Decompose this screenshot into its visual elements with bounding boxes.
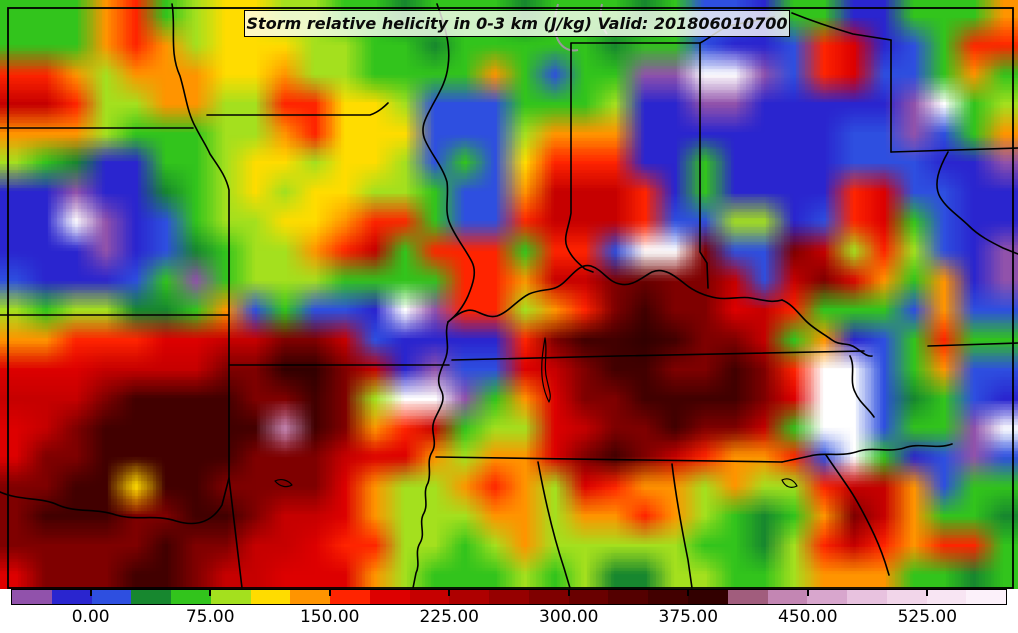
colorbar-segment [568,590,609,604]
colorbar-tick [687,589,690,596]
colorbar-tick [567,589,570,596]
colorbar-segment [847,590,887,604]
colorbar-segment [171,590,211,604]
helicity-map: Storm relative helicity in 0-3 km (J/kg)… [0,0,1018,589]
colorbar [11,589,1007,605]
map-title-box: Storm relative helicity in 0-3 km (J/kg)… [244,10,790,37]
colorbar-tick [328,589,331,596]
colorbar-segment [290,590,331,604]
colorbar-segment [489,590,529,604]
colorbar-segment [966,590,1007,604]
colorbar-segment [91,590,132,604]
colorbar-segment [767,590,808,604]
colorbar-segment [528,590,569,604]
colorbar-segment [886,590,927,604]
colorbar-tick [926,589,929,596]
colorbar-segment [250,590,291,604]
colorbar-tick [806,589,809,596]
colorbar-tick-label: 225.00 [419,607,479,627]
colorbar-tick [89,589,92,596]
colorbar-segment [449,590,490,604]
colorbar-tick-label: 150.00 [299,607,360,627]
colorbar-tick-label: 450.00 [778,607,838,627]
colorbar-tick-label: 375.00 [658,607,719,627]
colorbar-segment [330,590,370,604]
colorbar-segment [409,590,450,604]
colorbar-segment [648,590,689,604]
colorbar-segment [210,590,251,604]
colorbar-segment [12,590,52,604]
colorbar-segment [131,590,172,604]
colorbar-tick-label: 300.00 [539,607,599,627]
colorbar-segment [807,590,848,604]
colorbar-segment [727,590,768,604]
colorbar-segment [688,590,728,604]
colorbar-tick-label: 75.00 [185,607,235,627]
colorbar-segment [926,590,967,604]
colorbar-segment [51,590,92,604]
colorbar-tick-label: 0.00 [71,607,110,627]
helicity-heatmap-canvas [0,0,1018,589]
colorbar-tick-label: 525.00 [897,607,958,627]
colorbar-tick [448,589,451,596]
colorbar-segment [608,590,649,604]
colorbar-tick [209,589,212,596]
colorbar-segment [369,590,410,604]
map-title: Storm relative helicity in 0-3 km (J/kg)… [246,14,788,33]
